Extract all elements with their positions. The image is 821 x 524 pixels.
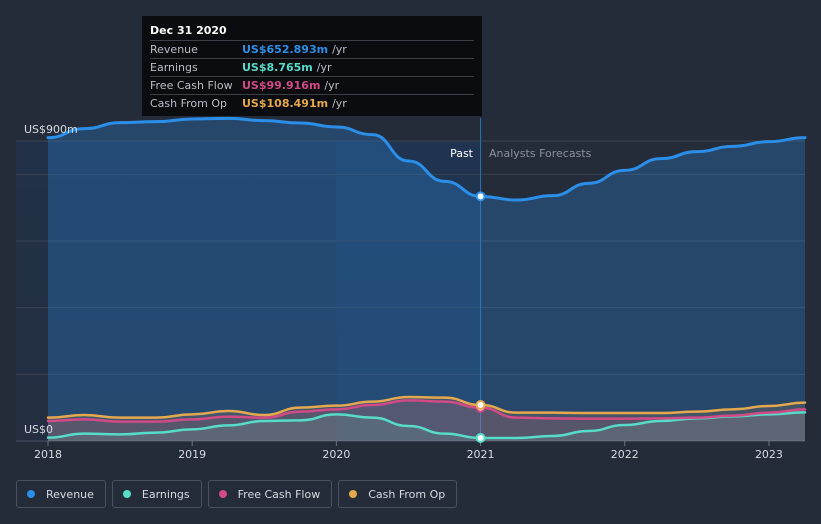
tooltip-row-name: Cash From Op [150, 97, 228, 110]
tooltip-row-revenue: Revenue US$652.893m /yr [150, 40, 474, 58]
legend-item-cash-from-op[interactable]: Cash From Op [338, 480, 458, 508]
legend-label: Revenue [46, 487, 94, 501]
tooltip-row-unit: /yr [316, 61, 332, 74]
tooltip-row-earnings: Earnings US$8.765m /yr [150, 58, 474, 76]
area-earnings [48, 412, 805, 441]
tooltip-row-value: US$8.765m [242, 61, 313, 74]
highlight-region [336, 141, 481, 441]
tooltip-row-cash-from-op: Cash From Op US$108.491m /yr [150, 94, 474, 112]
legend-item-free-cash-flow[interactable]: Free Cash Flow [207, 480, 333, 508]
tooltip-row-value: US$108.491m [242, 97, 329, 110]
past-label: Past [450, 147, 474, 160]
area-cash-from-op [48, 397, 805, 441]
x-tick-label: 2019 [178, 448, 206, 461]
x-tick-label: 2018 [34, 448, 62, 461]
tooltip-row-name: Earnings [150, 61, 198, 74]
x-tick-label: 2022 [611, 448, 639, 461]
legend-label: Free Cash Flow [237, 487, 321, 501]
tooltip-row-unit: /yr [324, 79, 340, 92]
tooltip-row-unit: /yr [332, 97, 347, 110]
marker-revenue [475, 191, 486, 202]
line-cash-from-op [46, 395, 807, 419]
forecast-label: Analysts Forecasts [489, 147, 592, 160]
tooltip-date: Dec 31 2020 [150, 24, 227, 37]
line-revenue [46, 116, 807, 202]
tooltip-row-unit: /yr [332, 43, 347, 56]
legend-item-revenue[interactable]: Revenue [16, 480, 106, 508]
legend-item-earnings[interactable]: Earnings [111, 480, 202, 508]
past-region [16, 141, 481, 441]
y-axis-bottom-label: US$0 [24, 423, 53, 436]
tooltip-row-value: US$99.916m [242, 79, 321, 92]
legend-dot-icon [27, 490, 35, 498]
area-revenue [48, 118, 805, 441]
tooltip: Dec 31 2020 Revenue US$652.893m /yr Earn… [142, 16, 482, 116]
tooltip-row-free-cash-flow: Free Cash Flow US$99.916m /yr [150, 76, 474, 94]
legend-label: Cash From Op [368, 487, 446, 501]
y-axis-top-label: US$900m [24, 123, 78, 136]
legend-dot-icon [349, 490, 358, 498]
legend-label: Earnings [141, 487, 190, 501]
marker-earnings [475, 433, 486, 443]
x-tick-label: 2020 [322, 448, 350, 461]
x-tick-label: 2021 [467, 448, 495, 461]
legend-dot-icon [122, 490, 131, 498]
x-tick-label: 2023 [755, 448, 783, 461]
marker-cash-from-op [475, 400, 486, 410]
line-free-cash-flow [46, 399, 807, 423]
tooltip-row-name: Revenue [150, 43, 198, 56]
tooltip-row-name: Free Cash Flow [150, 79, 233, 92]
legend-dot-icon [218, 490, 227, 498]
legend: Revenue Earnings Free Cash Flow Cash Fro… [16, 480, 458, 508]
line-earnings [46, 411, 807, 440]
area-free-cash-flow [48, 400, 805, 441]
tooltip-row-value: US$652.893m [242, 43, 329, 56]
